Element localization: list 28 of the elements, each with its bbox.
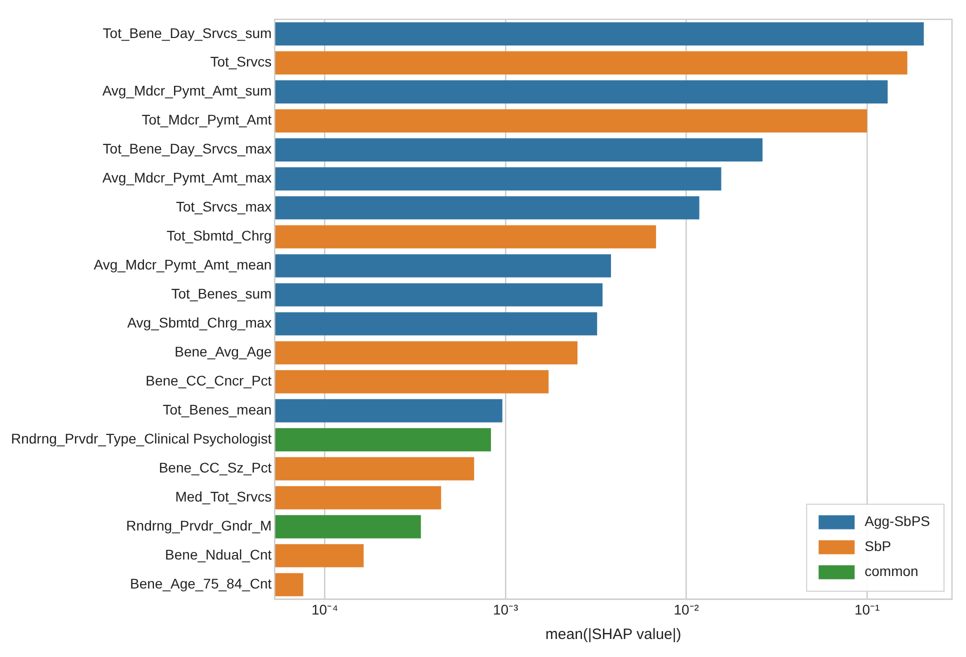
y-tick-label: Avg_Mdcr_Pymt_Amt_sum (102, 82, 272, 99)
y-tick-label: Tot_Benes_mean (162, 402, 272, 418)
x-tick-label: 10⁻⁴ (312, 601, 338, 618)
y-tick-label: Tot_Srvcs_max (176, 198, 272, 215)
y-tick-label: Avg_Sbmtd_Chrg_max (127, 314, 272, 331)
legend-label: Agg-SbPS (864, 513, 930, 530)
y-tick-label: Bene_CC_Cncr_Pct (146, 372, 272, 389)
y-tick-label: Tot_Benes_sum (171, 286, 272, 302)
y-tick-label: Tot_Sbmtd_Chrg (166, 228, 272, 244)
y-tick-label: Bene_Avg_Age (174, 344, 272, 360)
y-tick-label: Bene_Age_75_84_Cnt (130, 576, 272, 592)
legend-label: SbP (864, 538, 892, 554)
y-tick-label: Med_Tot_Srvcs (175, 488, 272, 505)
x-axis-title: mean(|SHAP value|) (545, 626, 682, 644)
y-tick-label: Avg_Mdcr_Pymt_Amt_max (102, 170, 272, 186)
y-tick-label: Tot_Mdcr_Pymt_Amt (142, 112, 272, 128)
y-tick-label: Bene_CC_Sz_Pct (158, 460, 272, 476)
y-tick-label: Avg_Mdcr_Pymt_Amt_mean (94, 256, 272, 273)
y-tick-label: Tot_Bene_Day_Srvcs_max (102, 140, 272, 157)
y-tick-label: Rndrng_Prvdr_Type_Clinical Psychologist (10, 430, 272, 447)
y-tick-label: Tot_Bene_Day_Srvcs_sum (102, 24, 272, 41)
x-tick-label: 10⁻³ (492, 601, 519, 618)
x-tick-label: 10⁻¹ (854, 601, 880, 618)
legend-label: common (864, 563, 918, 580)
y-tick-label: Rndrng_Prvdr_Gndr_M (126, 518, 272, 534)
y-tick-label: Tot_Srvcs (210, 54, 272, 70)
x-tick-label: 10⁻² (674, 601, 700, 618)
y-tick-label: Bene_Ndual_Cnt (165, 546, 272, 563)
